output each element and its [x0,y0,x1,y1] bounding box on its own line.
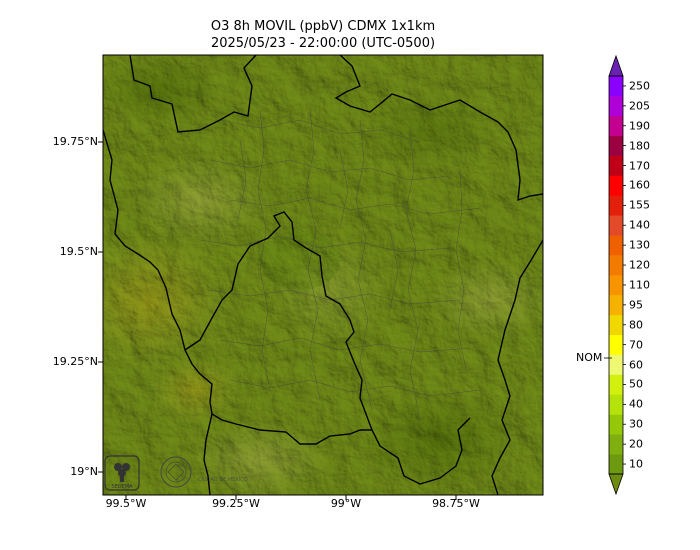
colorbar-tick-label: 80 [629,318,643,332]
map-frame [102,54,544,496]
sedema-logo: SEDEMA [104,455,140,491]
colorbar-nom-label: NOM [576,351,603,364]
colorbar-tick-label: 110 [629,278,650,292]
colorbar-segment [609,434,623,455]
colorbar-tick-label: 190 [629,119,650,133]
colorbar-segment [609,394,623,415]
colorbar-segment [609,294,623,316]
colorbar-tick-label: 120 [629,258,650,272]
lon-label-98-75: 98.75°W [432,497,480,510]
sedema-logo-text: SEDEMA [111,484,133,490]
colorbar-segment [609,115,623,136]
lat-label-19-75: 19.75°N [52,135,98,148]
colorbar-tick-label: 10 [629,457,643,471]
colorbar-tick-label: 60 [629,358,643,372]
colorbar-tick-label: 40 [629,397,643,411]
terrain-shading [103,55,543,495]
colorbar-segment [609,354,623,375]
colorbar-segment [609,235,623,256]
map-title-line-1: O3 8h MOVIL (ppbV) CDMX 1x1km [210,19,436,34]
colorbar-tick-label: 155 [629,198,650,212]
lat-label-19: 19°N [70,465,98,478]
lat-label-19-25: 19.25°N [52,355,98,368]
colorbar-segment [609,76,623,97]
colorbar-segment [609,314,623,335]
colorbar-tick-label: 170 [629,159,650,173]
colorbar-tick-label: 30 [629,417,643,431]
colorbar-segment [609,215,623,236]
colorbar-tick-label: 95 [629,298,643,312]
colorbar [604,54,626,496]
colorbar-segment [609,135,623,156]
colorbar-frame [608,75,624,475]
colorbar-tick-label: 250 [629,79,650,93]
colorbar-segment [609,175,623,196]
lon-label-99-25: 99.25°W [212,497,260,510]
lon-label-99-5: 99.5°W [105,497,147,510]
colorbar-segment [609,95,623,117]
colorbar-tick-label: 205 [629,99,650,113]
colorbar-segment [609,414,623,435]
colorbar-segment [609,454,623,475]
colorbar-max-arrow [608,54,624,77]
state-boundaries [103,55,543,495]
lon-label-99: 99°W [330,497,362,510]
colorbar-tick-label: 50 [629,377,643,391]
cdmx-logo-text: CIUDAD DE MÉXICO [198,475,248,483]
colorbar-segment [609,155,623,176]
colorbar-tick-label: 20 [629,437,643,451]
colorbar-segment [609,255,623,276]
map-title-line-2: 2025/05/23 - 22:00:00 (UTC-0500) [210,36,436,51]
colorbar-tick-label: 70 [629,338,643,352]
colorbar-tick-label: 130 [629,238,650,252]
colorbar-segment [609,374,623,395]
colorbar-segment [609,275,623,296]
map-area[interactable] [70,55,550,500]
colorbar-min-arrow [608,473,624,496]
municipal-boundaries [199,109,481,421]
colorbar-tick-label: 180 [629,139,650,153]
colorbar-tick-label: 160 [629,178,650,192]
colorbar-segment [609,195,623,216]
cdmx-logo: CIUDAD DE MÉXICO [160,456,248,488]
axis-ticks [98,141,457,500]
colorbar-tick-label: 140 [629,218,650,232]
colorbar-segment [609,334,623,355]
lat-label-19-5: 19.5°N [59,245,98,258]
